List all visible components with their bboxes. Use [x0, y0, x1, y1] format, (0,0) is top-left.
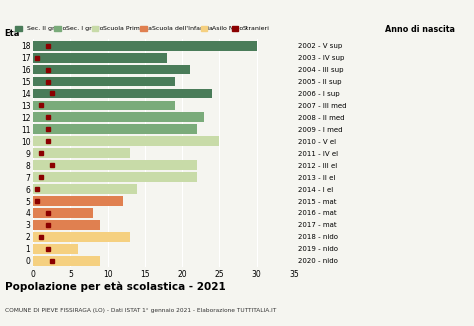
Bar: [33, 232, 130, 242]
Text: Età: Età: [5, 29, 20, 38]
Bar: [33, 77, 175, 86]
Text: COMUNE DI PIEVE FISSIRAGA (LO) - Dati ISTAT 1° gennaio 2021 - Elaborazione TUTTI: COMUNE DI PIEVE FISSIRAGA (LO) - Dati IS…: [5, 308, 276, 313]
Bar: [33, 53, 167, 63]
Bar: [33, 89, 212, 98]
Bar: [33, 136, 219, 146]
Bar: [33, 112, 204, 122]
Bar: [33, 65, 190, 74]
Bar: [33, 148, 130, 158]
Bar: [33, 100, 175, 110]
Text: Popolazione per età scolastica - 2021: Popolazione per età scolastica - 2021: [5, 282, 226, 292]
Bar: [33, 256, 100, 266]
Bar: [33, 160, 197, 170]
Legend: Sec. II grado, Sec. I grado, Scuola Primaria, Scuola dell'Infanzia, Asilo Nido, : Sec. II grado, Sec. I grado, Scuola Prim…: [16, 26, 270, 31]
Bar: [33, 172, 197, 182]
Bar: [33, 244, 78, 254]
Bar: [33, 208, 93, 218]
Bar: [33, 196, 123, 206]
Bar: [33, 220, 100, 230]
Bar: [33, 125, 197, 134]
Bar: [33, 184, 137, 194]
Text: Anno di nascita: Anno di nascita: [385, 25, 455, 34]
Bar: [33, 41, 256, 51]
